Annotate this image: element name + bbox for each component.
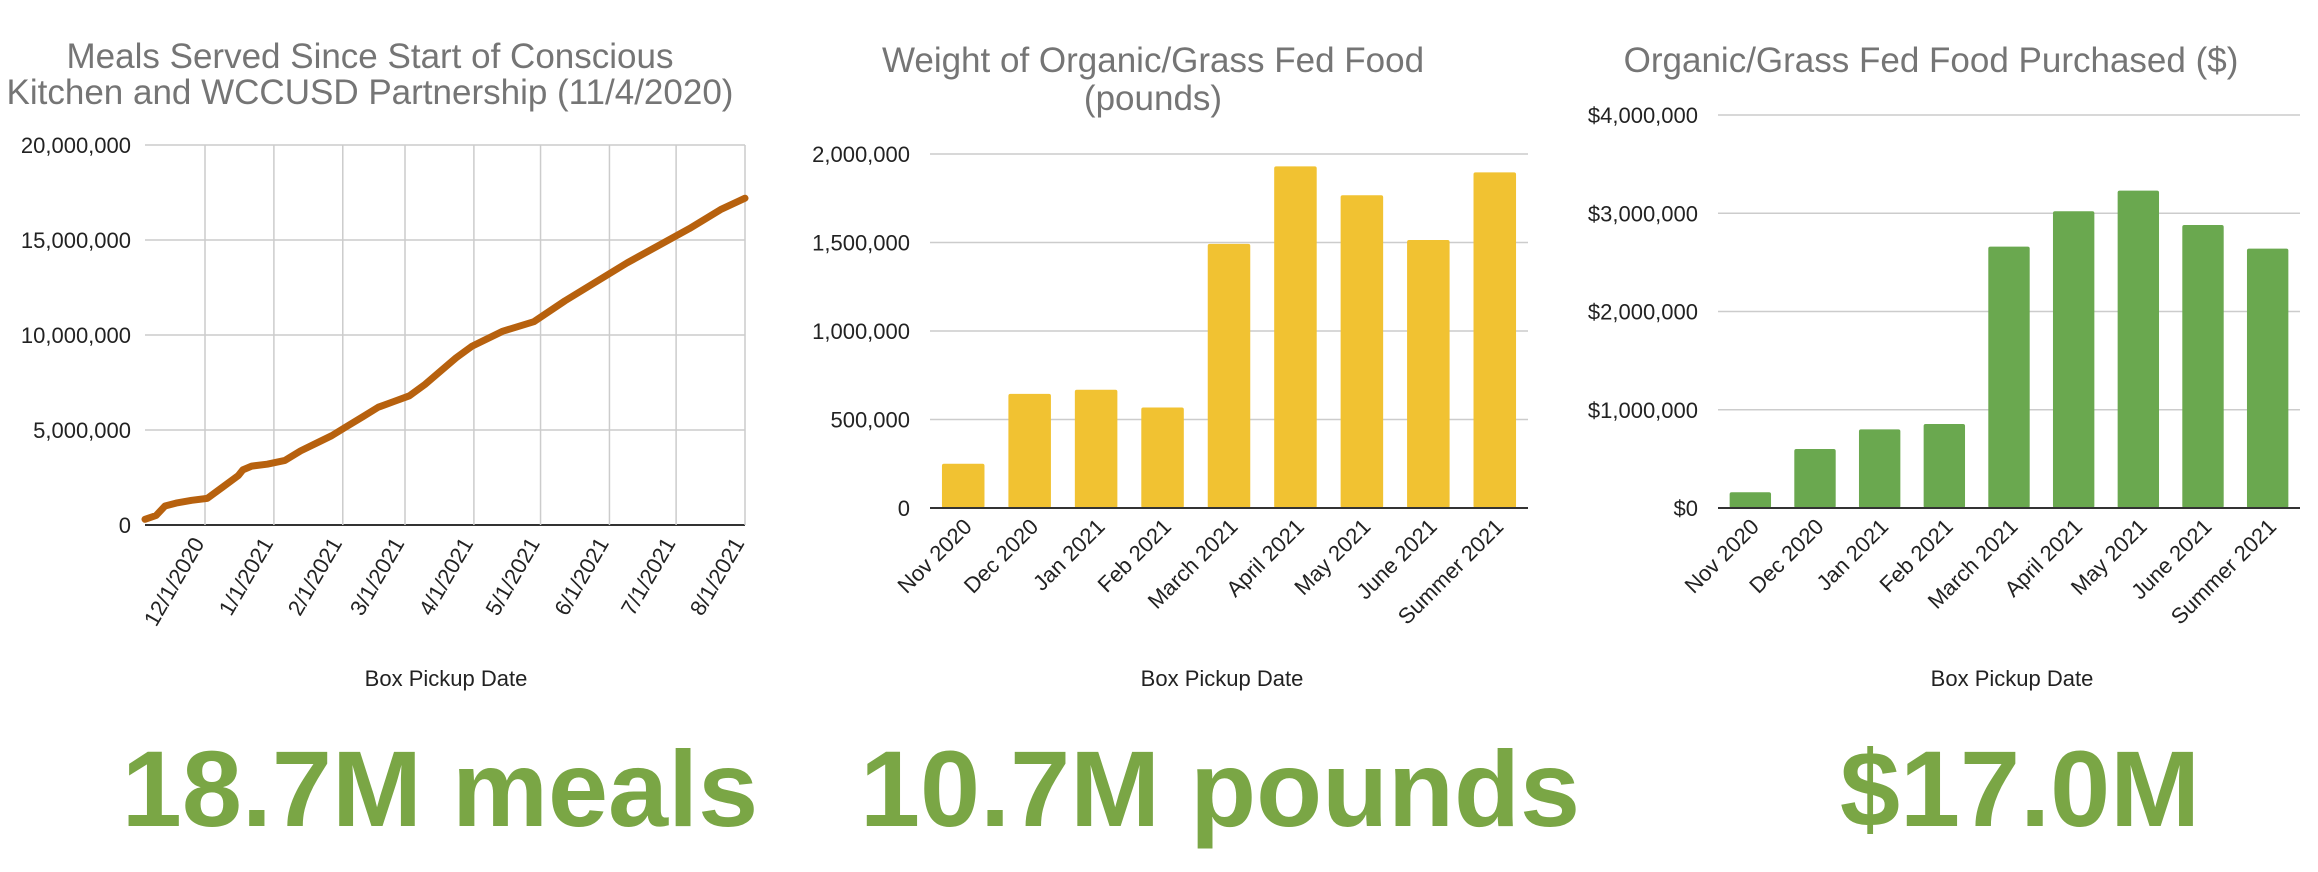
- y-tick-label: 2,000,000: [812, 142, 910, 167]
- x-tick-label: 5/1/2021: [480, 533, 544, 620]
- weight-bar: [941, 463, 985, 508]
- x-tick-label: 7/1/2021: [616, 533, 680, 620]
- purchase-bar: [1988, 246, 2030, 508]
- y-tick-label: 0: [119, 513, 131, 538]
- x-axis-title: Box Pickup Date: [1931, 666, 2094, 691]
- weight-bar: [1141, 407, 1184, 508]
- y-tick-label: 15,000,000: [21, 228, 131, 253]
- chart-title: Meals Served Since Start of Conscious: [67, 37, 674, 76]
- weight-bar-chart-svg: Weight of Organic/Grass Fed Food(pounds)…: [812, 41, 1528, 691]
- pounds-total: 10.7M pounds: [859, 728, 1581, 849]
- purchase-bar: [1858, 429, 1901, 508]
- chart-title: Organic/Grass Fed Food Purchased ($): [1624, 41, 2239, 80]
- y-tick-label: 1,000,000: [812, 319, 910, 344]
- weight-bar: [1340, 195, 1384, 508]
- purchase-bar: [1923, 423, 1966, 508]
- weight-bar: [1207, 243, 1251, 508]
- chart-title: Kitchen and WCCUSD Partnership (11/4/202…: [7, 73, 734, 112]
- weight-bar: [1074, 389, 1118, 508]
- y-tick-label: 5,000,000: [33, 418, 131, 443]
- x-axis-title: Box Pickup Date: [365, 666, 528, 691]
- weight-bar: [1008, 393, 1051, 508]
- y-tick-label: 1,500,000: [812, 231, 910, 256]
- y-tick-label: 10,000,000: [21, 323, 131, 348]
- x-tick-label: 12/1/2020: [139, 533, 210, 630]
- x-tick-label: 1/1/2021: [214, 533, 278, 620]
- weight-bar: [1274, 166, 1317, 508]
- x-axis-title: Box Pickup Date: [1141, 666, 1304, 691]
- purchase-bar: [1794, 449, 1836, 508]
- x-tick-label: 2/1/2021: [283, 533, 347, 620]
- purchase-bar: [2052, 211, 2095, 508]
- x-tick-label: 8/1/2021: [685, 533, 749, 620]
- y-tick-label: $4,000,000: [1588, 103, 1698, 128]
- weight-bar: [1473, 172, 1517, 508]
- weight-bar: [1407, 240, 1450, 508]
- weight-bar-chart: Weight of Organic/Grass Fed Food (pounds)…: [778, 0, 1558, 700]
- meals-line-chart: Meals Served Since Start of Conscious Kit…: [0, 0, 760, 700]
- x-tick-label: 6/1/2021: [549, 533, 613, 620]
- y-tick-label: $0: [1674, 496, 1698, 521]
- dollars-total: $17.0M: [1839, 728, 2201, 849]
- y-tick-label: 500,000: [830, 408, 910, 433]
- y-tick-label: 20,000,000: [21, 133, 131, 158]
- chart-title: Weight of Organic/Grass Fed Food: [882, 41, 1424, 80]
- meals-line-chart-svg: Meals Served Since Start of ConsciousKit…: [7, 37, 750, 691]
- meals-series-line: [141, 194, 749, 523]
- y-tick-label: $2,000,000: [1588, 300, 1698, 325]
- y-tick-label: $1,000,000: [1588, 398, 1698, 423]
- y-tick-label: $3,000,000: [1588, 201, 1698, 226]
- purchase-bar: [2117, 190, 2160, 508]
- x-tick-label: 4/1/2021: [414, 533, 478, 620]
- x-tick-label: 3/1/2021: [345, 533, 409, 620]
- purchase-bar-chart: Organic/Grass Fed Food Purchased ($) $0 $1…: [1558, 0, 2318, 700]
- purchase-bar: [2182, 225, 2224, 509]
- purchase-bar-chart-svg: Organic/Grass Fed Food Purchased ($) $0 $1…: [1588, 41, 2300, 691]
- purchase-bar: [2246, 248, 2289, 508]
- chart-title: (pounds): [1084, 79, 1222, 118]
- y-tick-label: 0: [898, 496, 910, 521]
- purchase-bar: [1729, 492, 1772, 508]
- meals-total: 18.7M meals: [121, 728, 759, 849]
